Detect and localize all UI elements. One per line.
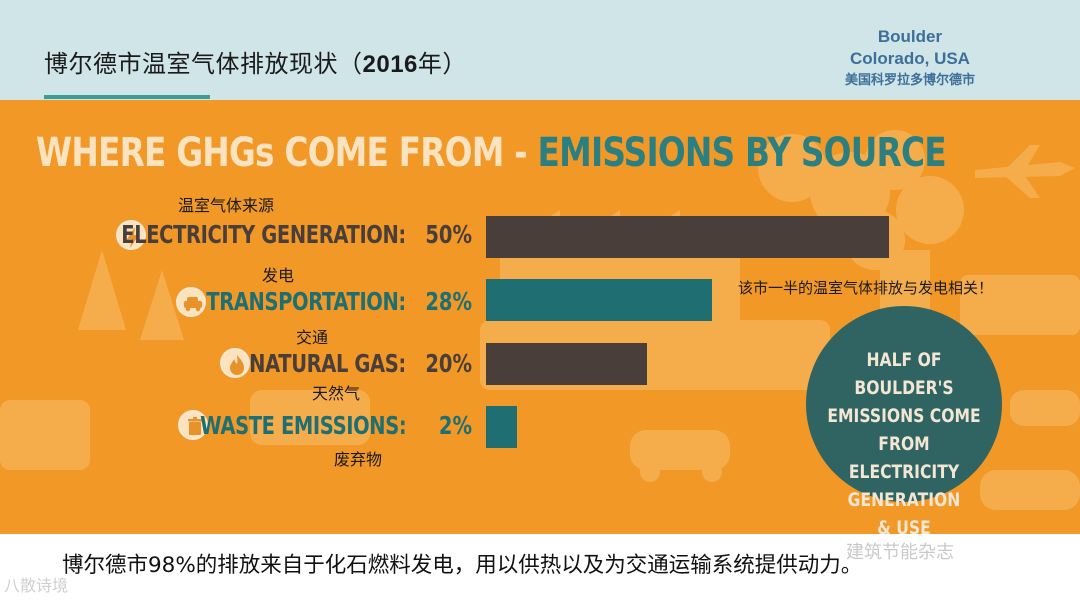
category-cn-waste: 废弃物 — [334, 450, 383, 469]
infographic-headline: WHERE GHGs COME FROM - EMISSIONS BY SOUR… — [36, 130, 947, 176]
category-label-natural-gas: NATURAL GAS: — [249, 349, 406, 378]
category-cn-electricity: 发电 — [262, 266, 295, 285]
value-label-transportation: 28% — [425, 287, 472, 316]
value-label-electricity: 50% — [425, 220, 472, 249]
category-label-waste: WASTE EMISSIONS: — [199, 411, 407, 440]
callout-text: HALF OF BOULDER'S EMISSIONS COME FROM EL… — [824, 346, 985, 534]
bar-waste — [486, 406, 517, 448]
trash-can-icon — [178, 410, 208, 440]
value-label-waste: 2% — [438, 411, 472, 440]
category-label-electricity: ELECTRICITY GENERATION: — [121, 220, 406, 249]
callout-line: FROM ELECTRICITY — [848, 433, 960, 483]
infographic-panel: WHERE GHGs COME FROM - EMISSIONS BY SOUR… — [0, 100, 1080, 534]
flame-icon — [220, 348, 250, 378]
caption-text: 博尔德市98%的排放来自于化石燃料发电，用以供热以及为交通运输系统提供动力。 — [62, 553, 863, 578]
watermark-right: 建筑节能杂志 — [846, 542, 954, 563]
bar-transportation — [486, 279, 712, 321]
electricity-note-cn: 该市一半的温室气体排放与发电相关！ — [738, 279, 994, 297]
location-cn: 美国科罗拉多博尔德市 — [844, 73, 975, 88]
source-cn-label: 温室气体来源 — [178, 196, 275, 215]
location-city: Boulder — [877, 27, 943, 46]
watermark-left: 八散诗境 — [4, 576, 69, 595]
category-label-transportation: TRANSPORTATION: — [206, 287, 406, 316]
callout-line: EMISSIONS COME — [827, 405, 981, 427]
category-cn-transportation: 交通 — [296, 328, 329, 347]
callout-line: & USE — [877, 517, 931, 534]
bar-electricity — [486, 216, 889, 258]
callout-line: HALF OF BOULDER'S — [854, 349, 954, 399]
title-underline — [44, 95, 210, 99]
car-icon — [176, 287, 206, 317]
bar-natural-gas — [486, 343, 647, 385]
lightning-icon — [116, 220, 146, 250]
callout-circle — [806, 306, 1002, 502]
value-label-natural-gas: 20% — [425, 349, 472, 378]
page-title: 博尔德市温室气体排放现状（2016年） — [44, 50, 467, 78]
location-block: Boulder Colorado, USA 美国科罗拉多博尔德市 — [810, 26, 1010, 92]
location-state: Colorado, USA — [850, 49, 970, 68]
callout-line: GENERATION — [847, 489, 961, 511]
header-band: 博尔德市温室气体排放现状（2016年） Boulder Colorado, US… — [0, 0, 1080, 100]
category-cn-natural-gas: 天然气 — [312, 384, 361, 403]
